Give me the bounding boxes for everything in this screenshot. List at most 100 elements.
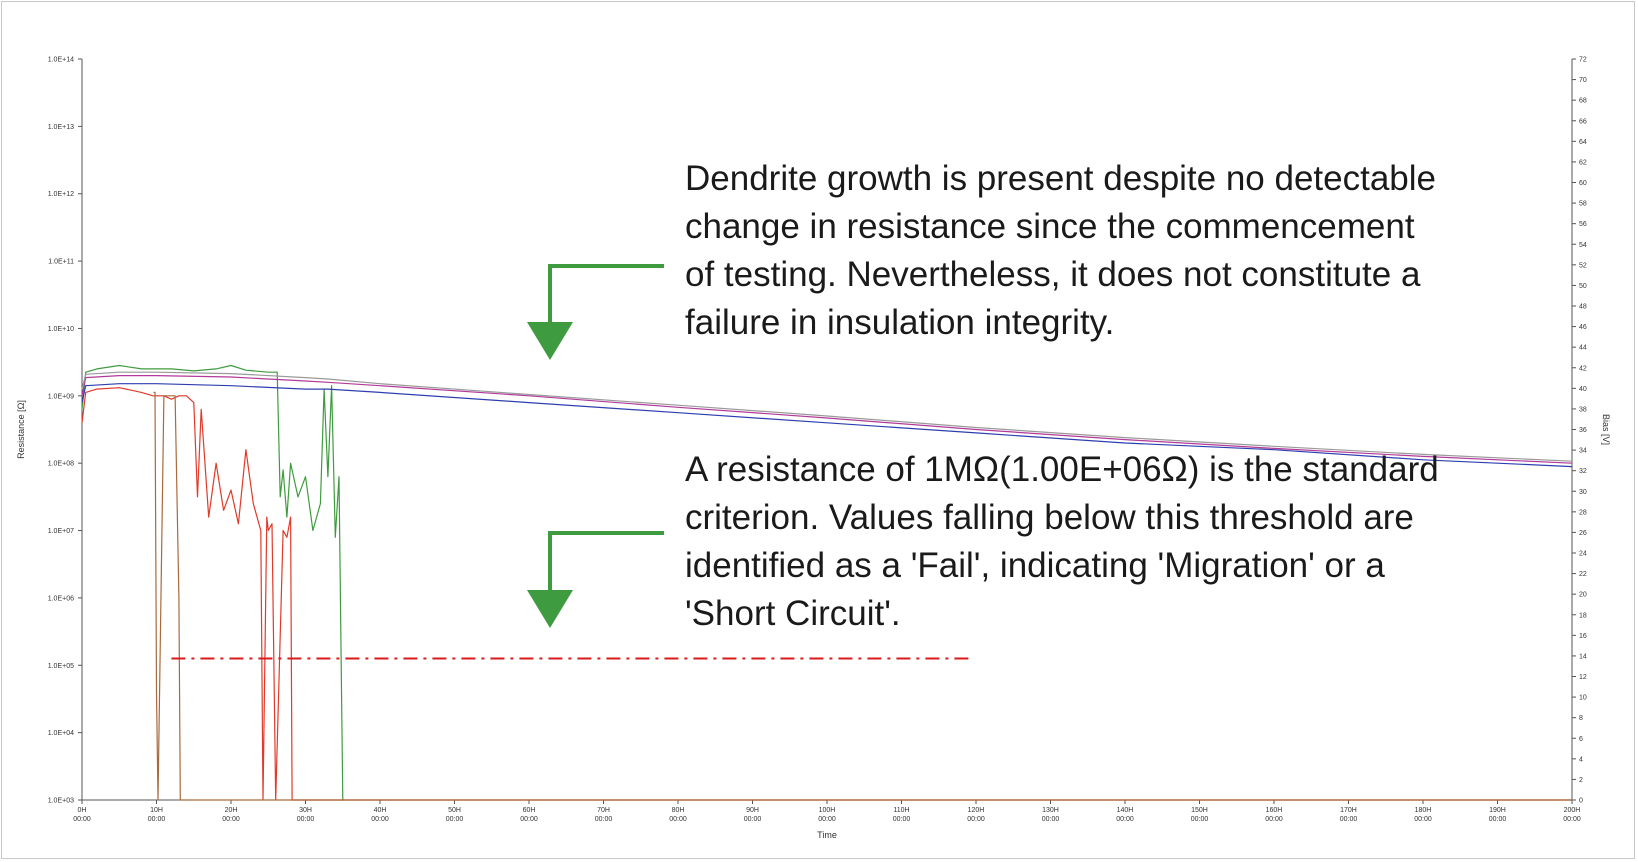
x-tick-sublabel: 00:00 bbox=[73, 816, 91, 823]
x-tick-label: 50H bbox=[448, 807, 461, 814]
y-tick-label: 1.0E+07 bbox=[48, 528, 74, 535]
x-tick-label: 40H bbox=[374, 807, 387, 814]
annotation-text-line: failure in insulation integrity. bbox=[685, 303, 1114, 342]
y-tick-label: 1.0E+14 bbox=[48, 57, 74, 64]
y-tick-label: 1.0E+06 bbox=[48, 595, 74, 602]
x-tick-sublabel: 00:00 bbox=[222, 816, 240, 823]
y2-tick-label: 64 bbox=[1579, 139, 1587, 146]
x-tick-label: 90H bbox=[746, 807, 759, 814]
x-tick-sublabel: 00:00 bbox=[893, 816, 911, 823]
annotation-text-line: change in resistance since the commencem… bbox=[685, 207, 1415, 246]
x-tick-sublabel: 00:00 bbox=[744, 816, 762, 823]
x-tick-label: 180H bbox=[1415, 807, 1432, 814]
x-tick-label: 120H bbox=[968, 807, 985, 814]
series-line-3 bbox=[153, 391, 1572, 801]
x-tick-label: 100H bbox=[819, 807, 836, 814]
x-tick-sublabel: 00:00 bbox=[1116, 816, 1134, 823]
x-tick-sublabel: 00:00 bbox=[1340, 816, 1358, 823]
y2-tick-label: 24 bbox=[1579, 551, 1587, 558]
x-tick-label: 190H bbox=[1489, 807, 1506, 814]
y2-tick-label: 72 bbox=[1579, 57, 1587, 64]
y2-tick-label: 36 bbox=[1579, 427, 1587, 434]
y-tick-label: 1.0E+03 bbox=[48, 798, 74, 805]
y2-axis-label: Bias [V] bbox=[1601, 414, 1611, 445]
y2-tick-label: 38 bbox=[1579, 406, 1587, 413]
x-tick-sublabel: 00:00 bbox=[371, 816, 389, 823]
y-tick-label: 1.0E+05 bbox=[48, 663, 74, 670]
annotation-text-line: A resistance of 1MΩ(1.00E+06Ω) is the st… bbox=[685, 450, 1439, 489]
axes: 1.0E+14 1.0E+13 1.0E+12 1.0E+11 1.0E+10 1.0E+… bbox=[48, 57, 1587, 824]
x-tick-label: 10H bbox=[150, 807, 163, 814]
x-tick-sublabel: 00:00 bbox=[446, 816, 464, 823]
series-line-5 bbox=[81, 375, 1573, 464]
annotation-text-line: criterion. Values falling below this thr… bbox=[685, 498, 1414, 537]
y2-tick-label: 4 bbox=[1579, 756, 1583, 763]
y2-tick-label: 40 bbox=[1579, 386, 1587, 393]
y-tick-label: 1.0E+12 bbox=[48, 191, 74, 198]
series-line-6 bbox=[81, 371, 1573, 462]
series-group bbox=[81, 364, 1573, 801]
annotation-arrow-head bbox=[527, 590, 573, 628]
y-tick-label: 1.0E+09 bbox=[48, 393, 74, 400]
annotation-arrow-head bbox=[527, 322, 573, 360]
y2-tick-label: 56 bbox=[1579, 221, 1587, 228]
y2-tick-label: 54 bbox=[1579, 242, 1587, 249]
y-tick-label: 1.0E+08 bbox=[48, 461, 74, 468]
x-tick-sublabel: 00:00 bbox=[520, 816, 538, 823]
series-line-2 bbox=[81, 387, 1572, 801]
y2-tick-label: 28 bbox=[1579, 509, 1587, 516]
x-tick-sublabel: 00:00 bbox=[1265, 816, 1283, 823]
annotation-text-line: 'Short Circuit'. bbox=[685, 594, 901, 633]
y2-tick-label: 32 bbox=[1579, 468, 1587, 475]
x-tick-sublabel: 00:00 bbox=[297, 816, 315, 823]
x-tick-sublabel: 00:00 bbox=[1042, 816, 1060, 823]
y2-tick-label: 34 bbox=[1579, 448, 1587, 455]
annotation-text-line: identified as a 'Fail', indicating 'Migr… bbox=[685, 546, 1385, 585]
y2-tick-label: 8 bbox=[1579, 715, 1583, 722]
y2-tick-label: 16 bbox=[1579, 633, 1587, 640]
x-tick-label: 160H bbox=[1266, 807, 1283, 814]
x-tick-label: 140H bbox=[1117, 807, 1134, 814]
y2-tick-label: 50 bbox=[1579, 283, 1587, 290]
x-tick-sublabel: 00:00 bbox=[1489, 816, 1507, 823]
y2-tick-label: 48 bbox=[1579, 304, 1587, 311]
y-tick-label: 1.0E+11 bbox=[48, 259, 74, 266]
y2-tick-label: 14 bbox=[1579, 653, 1587, 660]
annotation-arrow-line bbox=[548, 531, 664, 594]
annotation-text-line: of testing. Nevertheless, it does not co… bbox=[685, 255, 1421, 294]
y2-tick-label: 10 bbox=[1579, 695, 1587, 702]
x-tick-label: 110H bbox=[893, 807, 909, 814]
annotations: Dendrite growth is present despite no de… bbox=[527, 159, 1439, 633]
y2-tick-label: 26 bbox=[1579, 530, 1587, 537]
x-tick-label: 0H bbox=[78, 807, 87, 814]
y2-tick-label: 20 bbox=[1579, 592, 1587, 599]
x-axis-label: Time bbox=[817, 830, 837, 840]
y-tick-label: 1.0E+04 bbox=[48, 730, 74, 737]
y2-tick-label: 12 bbox=[1579, 674, 1587, 681]
y2-tick-label: 30 bbox=[1579, 489, 1587, 496]
y2-tick-label: 58 bbox=[1579, 201, 1587, 208]
x-tick-label: 20H bbox=[225, 807, 238, 814]
y2-tick-label: 68 bbox=[1579, 98, 1587, 105]
y2-tick-label: 6 bbox=[1579, 736, 1583, 743]
x-tick-label: 80H bbox=[672, 807, 685, 814]
x-tick-label: 60H bbox=[523, 807, 536, 814]
x-tick-sublabel: 00:00 bbox=[595, 816, 613, 823]
y-tick-label: 1.0E+10 bbox=[48, 326, 74, 333]
x-tick-sublabel: 00:00 bbox=[1563, 816, 1581, 823]
annotation-arrow-line bbox=[548, 264, 664, 326]
x-tick-label: 170H bbox=[1340, 807, 1357, 814]
x-tick-label: 70H bbox=[597, 807, 610, 814]
series-line-1 bbox=[81, 364, 345, 801]
y2-tick-label: 46 bbox=[1579, 324, 1587, 331]
x-tick-sublabel: 00:00 bbox=[1191, 816, 1209, 823]
x-tick-label: 30H bbox=[299, 807, 312, 814]
x-tick-sublabel: 00:00 bbox=[967, 816, 985, 823]
x-tick-label: 150H bbox=[1191, 807, 1208, 814]
x-tick-sublabel: 00:00 bbox=[669, 816, 687, 823]
x-tick-label: 130H bbox=[1042, 807, 1059, 814]
y2-tick-label: 62 bbox=[1579, 159, 1587, 166]
y2-tick-label: 44 bbox=[1579, 345, 1587, 352]
